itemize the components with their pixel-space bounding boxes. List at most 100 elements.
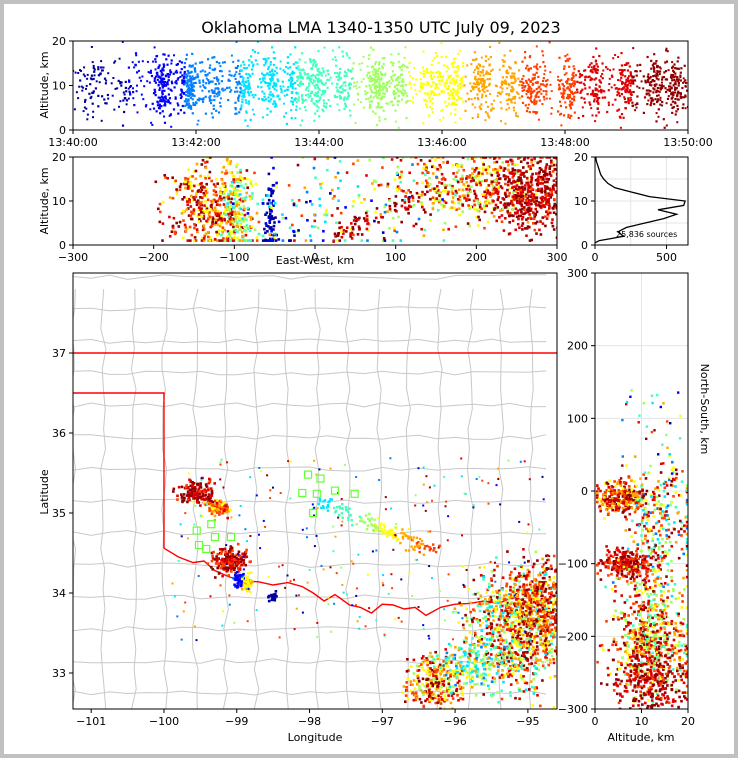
source-point (480, 193, 484, 196)
source-point (209, 487, 213, 490)
source-point (500, 214, 504, 217)
x-tick-label: 200 (466, 251, 487, 264)
source-point (592, 55, 595, 59)
source-point (310, 203, 314, 206)
source-point (281, 239, 285, 242)
source-point (286, 93, 289, 96)
source-point (161, 110, 164, 113)
source-point (479, 74, 482, 77)
source-point (565, 80, 568, 83)
source-point (169, 88, 172, 91)
source-point (230, 190, 234, 194)
source-point (426, 81, 429, 84)
source-point (352, 162, 355, 166)
source-point (423, 193, 427, 196)
source-point (286, 72, 289, 75)
source-point (488, 77, 491, 81)
source-point (664, 70, 668, 73)
source-point (571, 98, 574, 101)
source-point (527, 87, 530, 90)
source-point (563, 73, 566, 76)
source-point (547, 197, 551, 201)
source-point (653, 80, 656, 83)
source-point (196, 498, 200, 501)
source-point (256, 63, 259, 66)
source-point (220, 229, 223, 232)
source-point (547, 192, 550, 195)
source-point (351, 67, 354, 70)
source-point (431, 111, 434, 114)
source-point (379, 98, 382, 101)
source-point (274, 216, 277, 219)
source-point (244, 182, 248, 186)
source-point (279, 85, 282, 88)
source-point (565, 72, 568, 75)
source-point (452, 57, 456, 60)
source-point (452, 172, 455, 175)
source-point (437, 169, 441, 172)
source-point (289, 239, 292, 242)
source-point (233, 230, 236, 233)
source-point (466, 92, 469, 95)
source-point (236, 575, 240, 579)
source-point (219, 192, 223, 195)
source-point (539, 233, 543, 236)
source-point (401, 78, 404, 81)
source-point (368, 158, 371, 162)
source-point (92, 77, 95, 81)
source-point (265, 59, 268, 62)
source-point (442, 116, 445, 119)
source-point (503, 54, 506, 57)
source-point (472, 87, 475, 90)
east-west-x-label: East-West, km (276, 254, 354, 267)
source-point (508, 232, 512, 235)
source-point (163, 84, 166, 88)
source-point (571, 211, 574, 214)
source-point (537, 201, 541, 204)
source-point (457, 74, 460, 77)
source-point (101, 95, 104, 98)
source-point (583, 97, 586, 100)
source-point (170, 59, 173, 62)
source-point (550, 193, 553, 197)
source-point (463, 196, 466, 200)
source-point (163, 80, 167, 84)
source-point (264, 62, 267, 65)
source-point (205, 497, 208, 500)
source-point (158, 107, 161, 110)
source-point (229, 239, 233, 242)
source-point (524, 193, 528, 196)
source-point (200, 239, 204, 242)
source-point (393, 201, 396, 205)
source-point (389, 209, 393, 213)
source-point (271, 78, 274, 81)
source-point (240, 184, 243, 188)
source-point (453, 81, 456, 84)
source-point (270, 192, 273, 195)
source-point (537, 175, 540, 178)
source-point (433, 189, 436, 193)
source-point (430, 92, 433, 95)
source-point (434, 87, 437, 90)
source-point (340, 225, 343, 229)
source-point (332, 240, 335, 243)
source-point (474, 176, 477, 179)
source-point (215, 109, 218, 112)
source-point (329, 76, 332, 79)
source-point (334, 175, 337, 179)
source-point (493, 208, 496, 211)
source-point (222, 196, 226, 200)
source-point (273, 100, 276, 103)
source-point (312, 166, 316, 170)
source-point (369, 88, 372, 91)
source-point (498, 216, 501, 219)
source-point (265, 224, 268, 227)
source-point (515, 114, 517, 117)
source-point (214, 221, 218, 225)
source-point (459, 117, 462, 120)
source-point (206, 73, 209, 76)
source-point (275, 83, 278, 86)
source-point (288, 226, 292, 230)
source-point (431, 71, 434, 75)
source-point (381, 88, 385, 91)
